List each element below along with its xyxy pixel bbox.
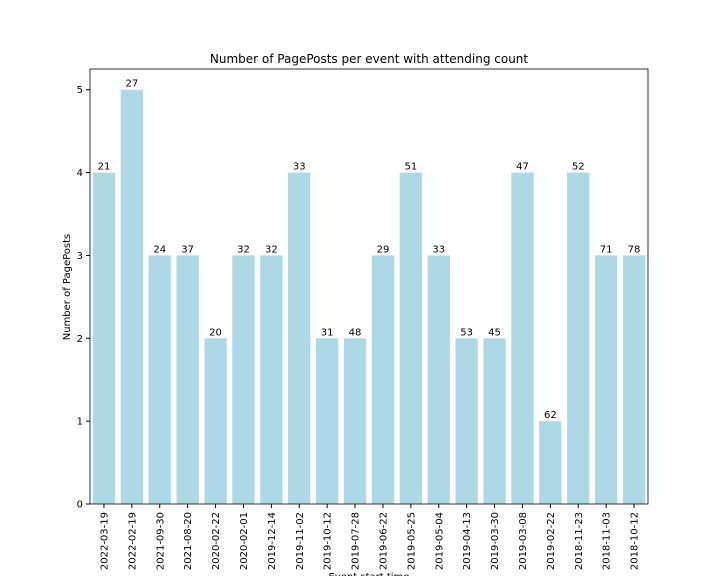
bar bbox=[427, 255, 450, 504]
plot-frame bbox=[89, 68, 649, 505]
x-tick-label: 2019-11-02 bbox=[295, 512, 306, 570]
data-label: 51 bbox=[404, 162, 417, 173]
data-label: 71 bbox=[600, 244, 613, 255]
bar bbox=[539, 421, 562, 504]
data-label: 33 bbox=[432, 244, 445, 255]
data-label: 29 bbox=[377, 244, 390, 255]
bar bbox=[622, 255, 646, 504]
data-label: 47 bbox=[516, 162, 529, 173]
data-label: 48 bbox=[349, 327, 362, 338]
chart-title: Number of PagePosts per event with atten… bbox=[210, 52, 529, 66]
bar bbox=[455, 338, 478, 504]
x-tick-label: 2019-07-28 bbox=[351, 512, 362, 570]
bar bbox=[176, 255, 199, 504]
data-label: 62 bbox=[544, 410, 557, 421]
bar bbox=[567, 172, 590, 505]
bar bbox=[232, 255, 255, 504]
x-tick-label: 2022-02-19 bbox=[127, 512, 138, 570]
y-tick-label: 3 bbox=[77, 251, 83, 262]
x-tick-label: 2019-06-22 bbox=[378, 512, 389, 570]
bar bbox=[594, 255, 618, 504]
data-label: 31 bbox=[321, 327, 334, 338]
x-axis-label: Event start time bbox=[329, 572, 410, 576]
data-label: 33 bbox=[293, 162, 306, 173]
data-label: 52 bbox=[572, 162, 585, 173]
bar bbox=[371, 255, 395, 504]
x-tick-label: 2019-12-14 bbox=[267, 512, 278, 570]
bar bbox=[260, 255, 283, 504]
y-tick-label: 1 bbox=[77, 417, 83, 428]
x-tick-label: 2020-02-01 bbox=[239, 512, 250, 570]
bar bbox=[204, 338, 227, 504]
x-tick-label: 2021-09-30 bbox=[155, 512, 166, 570]
bar bbox=[288, 172, 311, 505]
bar bbox=[92, 172, 116, 505]
y-tick-label: 4 bbox=[77, 168, 83, 179]
data-label: 45 bbox=[488, 327, 501, 338]
bar bbox=[399, 172, 423, 505]
bar bbox=[511, 172, 534, 505]
data-label: 20 bbox=[209, 327, 222, 338]
bar bbox=[315, 338, 339, 504]
data-label: 37 bbox=[181, 244, 194, 255]
x-tick-label: 2019-04-13 bbox=[462, 512, 473, 570]
data-label: 53 bbox=[460, 327, 473, 338]
data-label: 21 bbox=[98, 162, 111, 173]
x-tick-label: 2019-02-22 bbox=[546, 512, 557, 570]
y-tick-label: 5 bbox=[77, 85, 83, 96]
bar bbox=[483, 338, 506, 504]
data-label: 24 bbox=[153, 244, 166, 255]
x-tick-label: 2018-10-12 bbox=[630, 512, 641, 570]
x-tick-label: 2019-03-30 bbox=[490, 512, 501, 570]
x-tick-label: 2022-03-19 bbox=[99, 512, 110, 570]
y-tick-label: 0 bbox=[77, 500, 83, 511]
bar bbox=[120, 89, 144, 504]
data-label: 32 bbox=[237, 244, 250, 255]
data-label: 27 bbox=[125, 79, 138, 90]
x-tick-label: 2018-11-23 bbox=[574, 512, 585, 570]
data-label: 78 bbox=[628, 244, 641, 255]
x-tick-label: 2018-11-03 bbox=[602, 512, 613, 570]
x-tick-label: 2019-03-08 bbox=[518, 512, 529, 570]
bar bbox=[148, 255, 171, 504]
bar bbox=[343, 338, 367, 504]
y-axis-label: Number of PagePosts bbox=[62, 234, 73, 341]
x-tick-label: 2019-10-12 bbox=[323, 512, 334, 570]
data-label: 32 bbox=[265, 244, 278, 255]
x-tick-label: 2021-08-20 bbox=[183, 512, 194, 570]
y-tick-label: 2 bbox=[77, 334, 83, 345]
x-tick-label: 2020-02-22 bbox=[211, 512, 222, 570]
x-tick-label: 2019-05-25 bbox=[406, 512, 417, 570]
x-tick-label: 2019-05-04 bbox=[434, 512, 445, 570]
